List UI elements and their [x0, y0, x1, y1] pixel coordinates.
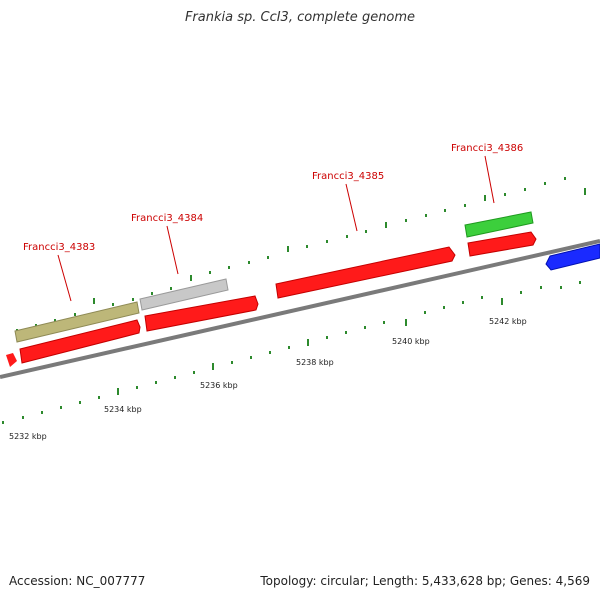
scale-label: 5232 kbp [9, 432, 47, 441]
cds-arrow-red [275, 246, 456, 299]
scale-label: 5236 kbp [200, 381, 238, 390]
cds-arrow-red [6, 353, 17, 367]
gene-label-leader [345, 183, 358, 232]
gene-feature-green [464, 211, 534, 238]
gene-label: Francci3_4383 [23, 242, 95, 253]
map-title: Frankia sp. CcI3, complete genome [184, 10, 416, 25]
cds-arrow-red [19, 319, 141, 364]
gene-label-leader [57, 254, 72, 302]
gene-label: Francci3_4385 [312, 171, 384, 182]
genome-summary-text: Topology: circular; Length: 5,433,628 bp… [260, 574, 590, 588]
scale-label: 5242 kbp [489, 317, 527, 326]
accession-text: Accession: NC_007777 [9, 574, 146, 588]
gene-feature-gray [139, 278, 229, 311]
scale-label: 5240 kbp [392, 337, 430, 346]
gene-label: Francci3_4386 [451, 143, 523, 154]
gene-feature-olive [14, 301, 140, 343]
scale-label: 5234 kbp [104, 405, 142, 414]
inner-tick-row [2, 281, 581, 424]
genome-backbone [0, 239, 600, 379]
cds-arrow-red [467, 231, 537, 257]
gene-label-leader [166, 225, 179, 275]
cds-arrow-blue [545, 243, 600, 271]
gene-label-leader [484, 155, 495, 204]
gene-label: Francci3_4384 [131, 213, 203, 224]
outer-tick-row [16, 177, 586, 332]
scale-label: 5238 kbp [296, 358, 334, 367]
cds-arrow-red [144, 295, 259, 332]
